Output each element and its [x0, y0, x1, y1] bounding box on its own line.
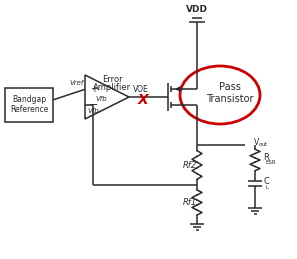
Text: Bandgap: Bandgap — [12, 96, 46, 104]
Text: Reference: Reference — [10, 105, 48, 114]
Text: VOE: VOE — [133, 85, 149, 95]
Text: +: + — [90, 84, 98, 94]
Text: V$_{\rm out}$: V$_{\rm out}$ — [253, 137, 269, 149]
Text: C: C — [263, 177, 269, 186]
FancyBboxPatch shape — [5, 88, 53, 122]
Text: Error: Error — [102, 76, 122, 84]
Text: X: X — [138, 93, 148, 107]
Text: Transistor: Transistor — [206, 94, 254, 104]
Text: Vfb: Vfb — [95, 96, 107, 102]
Text: Pass: Pass — [219, 82, 241, 92]
Text: −: − — [89, 100, 99, 110]
Text: Vref: Vref — [69, 80, 84, 86]
Text: Vfb: Vfb — [87, 108, 99, 114]
Text: Rf1: Rf1 — [183, 198, 197, 207]
Text: Rf2: Rf2 — [183, 161, 197, 169]
Text: ESR: ESR — [266, 161, 277, 166]
Text: VDD: VDD — [186, 5, 208, 15]
Text: R: R — [263, 153, 269, 162]
Text: Amplifier: Amplifier — [93, 83, 131, 91]
Text: L: L — [266, 185, 269, 190]
